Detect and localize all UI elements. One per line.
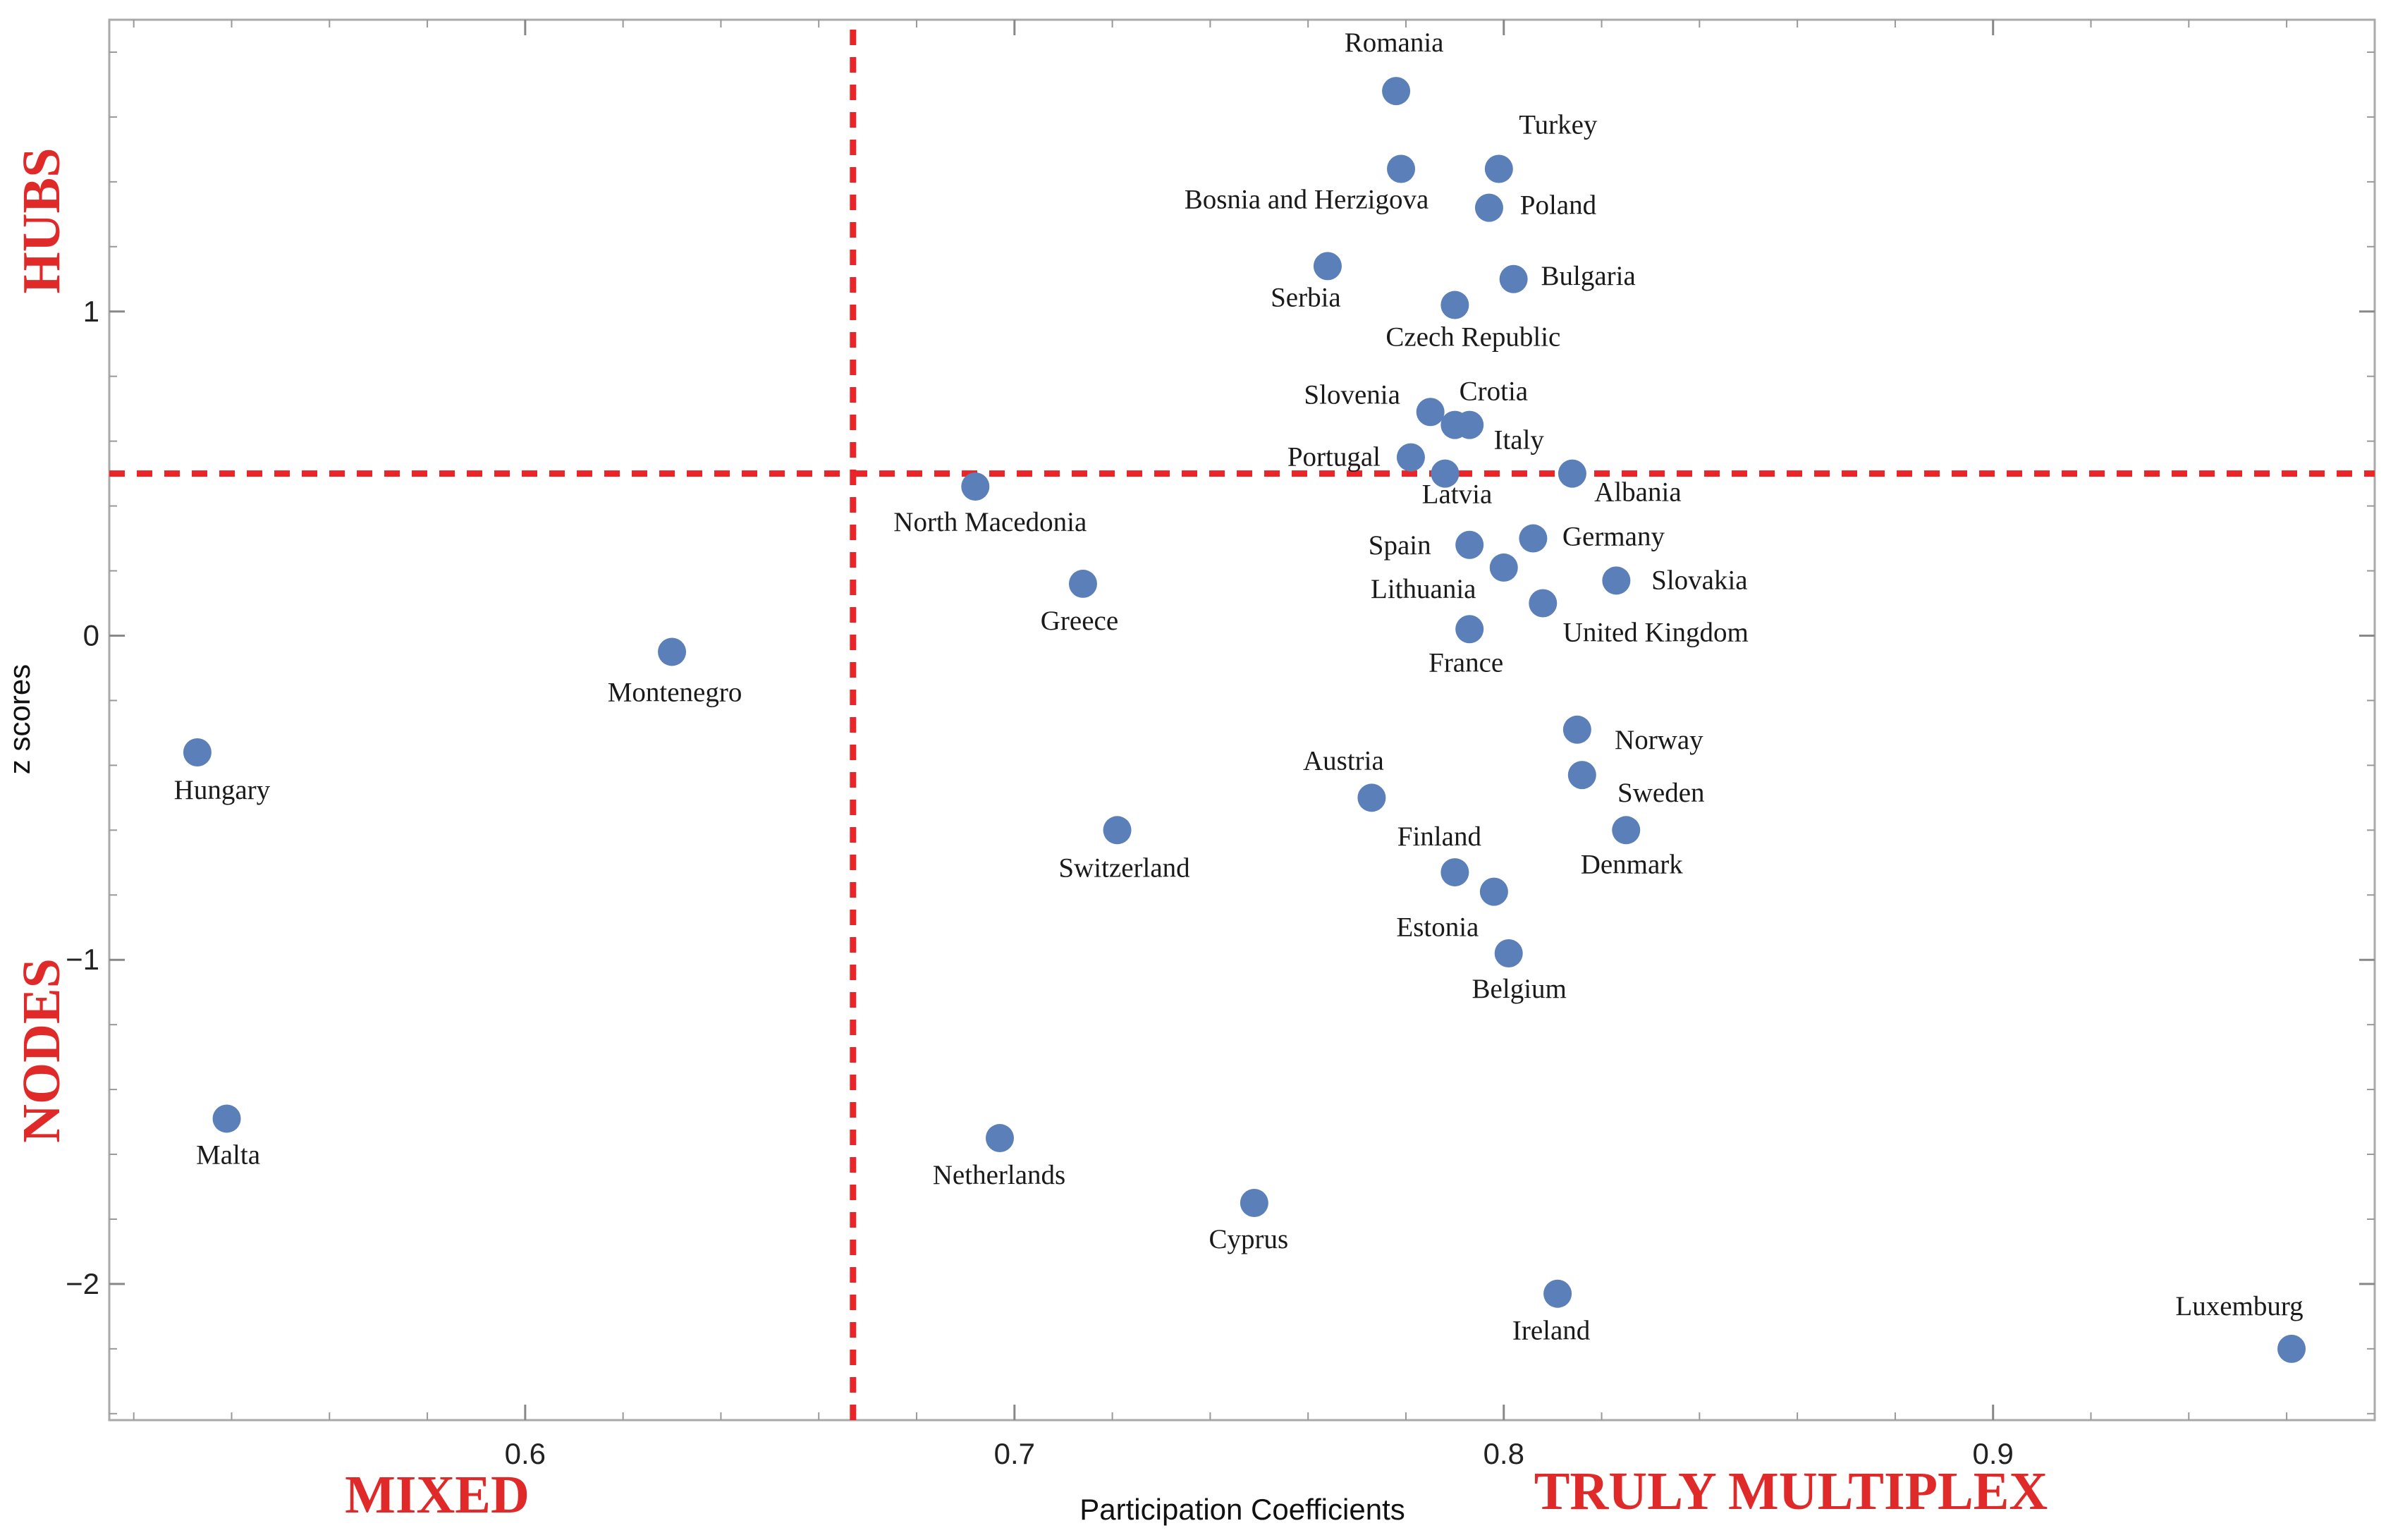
point-czech-republic [1440,291,1469,319]
point-label-slovenia: Slovenia [1304,379,1400,410]
plot-frame [108,18,2376,1422]
quadrant-label-nodes: NODES [12,958,71,1143]
point-label-bosnia-and-herzigova: Bosnia and Herzigova [1185,184,1429,214]
point-switzerland [1103,816,1132,845]
point-estonia [1479,877,1508,906]
point-spain [1455,530,1484,559]
x-tick-label: 0.8 [1483,1437,1524,1470]
point-lithuania [1489,553,1518,582]
point-label-montenegro: Montenegro [608,677,742,707]
point-cyprus [1240,1188,1268,1217]
point-label-luxemburg: Luxemburg [2175,1291,2303,1321]
point-portugal [1396,443,1425,472]
point-germany [1519,524,1548,553]
point-serbia [1313,252,1342,281]
point-denmark [1612,816,1641,845]
point-albania [1558,459,1586,488]
point-label-united-kingdom: United Kingdom [1563,618,1749,648]
x-tick-label: 0.7 [994,1437,1035,1470]
point-label-serbia: Serbia [1271,282,1341,312]
y-tick-label: −1 [66,943,99,976]
point-label-cyprus: Cyprus [1209,1224,1289,1254]
axis-text: 0.6 0.7 0.8 0.9 −2 −1 0 1 [66,295,2014,1470]
point-austria [1357,783,1386,812]
point-hungary [183,738,212,766]
point-label-bulgaria: Bulgaria [1541,261,1635,291]
point-bosnia-and-herzigova [1387,154,1416,183]
point-label-sweden: Sweden [1617,778,1704,808]
point-label-crotia: Crotia [1460,377,1528,407]
point-montenegro [658,637,687,666]
quadrant-label-truly-multiplex: TRULY MULTIPLEX [1534,1462,2048,1521]
x-tick-label: 0.6 [505,1437,546,1470]
point-latvia [1431,459,1460,488]
point-united-kingdom [1529,589,1558,618]
point-sweden [1567,761,1596,790]
quadrant-label-mixed: MIXED [345,1465,530,1524]
point-label-north-macedonia: North Macedonia [893,507,1087,537]
point-label-austria: Austria [1303,745,1384,776]
point-italy [1455,410,1484,439]
point-finland [1440,858,1469,887]
point-label-finland: Finland [1397,821,1482,852]
point-label-estonia: Estonia [1396,912,1479,943]
point-greece [1068,569,1097,598]
y-tick-label: 1 [83,295,99,328]
point-label-italy: Italy [1493,425,1544,456]
point-label-slovakia: Slovakia [1651,565,1747,595]
point-label-france: France [1428,647,1503,678]
point-luxemburg [2277,1334,2306,1363]
point-label-belgium: Belgium [1472,974,1567,1004]
point-label-malta: Malta [196,1139,260,1170]
point-label-switzerland: Switzerland [1058,853,1190,883]
x-tick-label: 0.9 [1973,1437,2014,1470]
data-points [183,77,2306,1363]
point-slovenia [1416,398,1445,427]
point-label-poland: Poland [1520,190,1597,221]
point-label-lithuania: Lithuania [1371,574,1476,604]
point-label-romania: Romania [1345,28,1444,58]
point-belgium [1494,939,1523,967]
point-label-czech-republic: Czech Republic [1385,322,1560,353]
point-slovakia [1602,566,1631,595]
point-label-norway: Norway [1615,725,1703,755]
point-label-germany: Germany [1562,522,1665,552]
quadrant-label-hubs: HUBS [12,148,71,294]
point-norway [1562,715,1591,744]
point-bulgaria [1499,264,1528,293]
point-label-denmark: Denmark [1581,849,1684,879]
point-romania [1382,77,1411,106]
tick-marks [109,20,2375,1420]
point-label-ireland: Ireland [1512,1316,1591,1346]
point-labels: Romania Turkey Bosnia and Herzigova Poland S… [174,28,2304,1346]
y-tick-label: 0 [83,618,99,652]
point-poland [1474,193,1503,222]
point-north-macedonia [961,472,990,501]
point-malta [212,1104,241,1133]
point-netherlands [985,1124,1014,1153]
point-label-netherlands: Netherlands [933,1160,1065,1190]
point-label-spain: Spain [1369,530,1431,561]
point-label-turkey: Turkey [1519,109,1598,140]
y-axis-title: z scores [3,664,36,774]
threshold-lines [109,30,2375,1420]
point-label-hungary: Hungary [174,775,271,805]
point-label-portugal: Portugal [1287,442,1381,472]
y-tick-label: −2 [66,1267,99,1300]
point-ireland [1543,1279,1572,1308]
point-label-greece: Greece [1041,606,1118,636]
point-label-latvia: Latvia [1422,479,1493,510]
x-axis-title: Participation Coefficients [1079,1493,1405,1526]
point-label-albania: Albania [1594,477,1681,508]
point-turkey [1484,154,1513,183]
point-france [1455,615,1484,644]
